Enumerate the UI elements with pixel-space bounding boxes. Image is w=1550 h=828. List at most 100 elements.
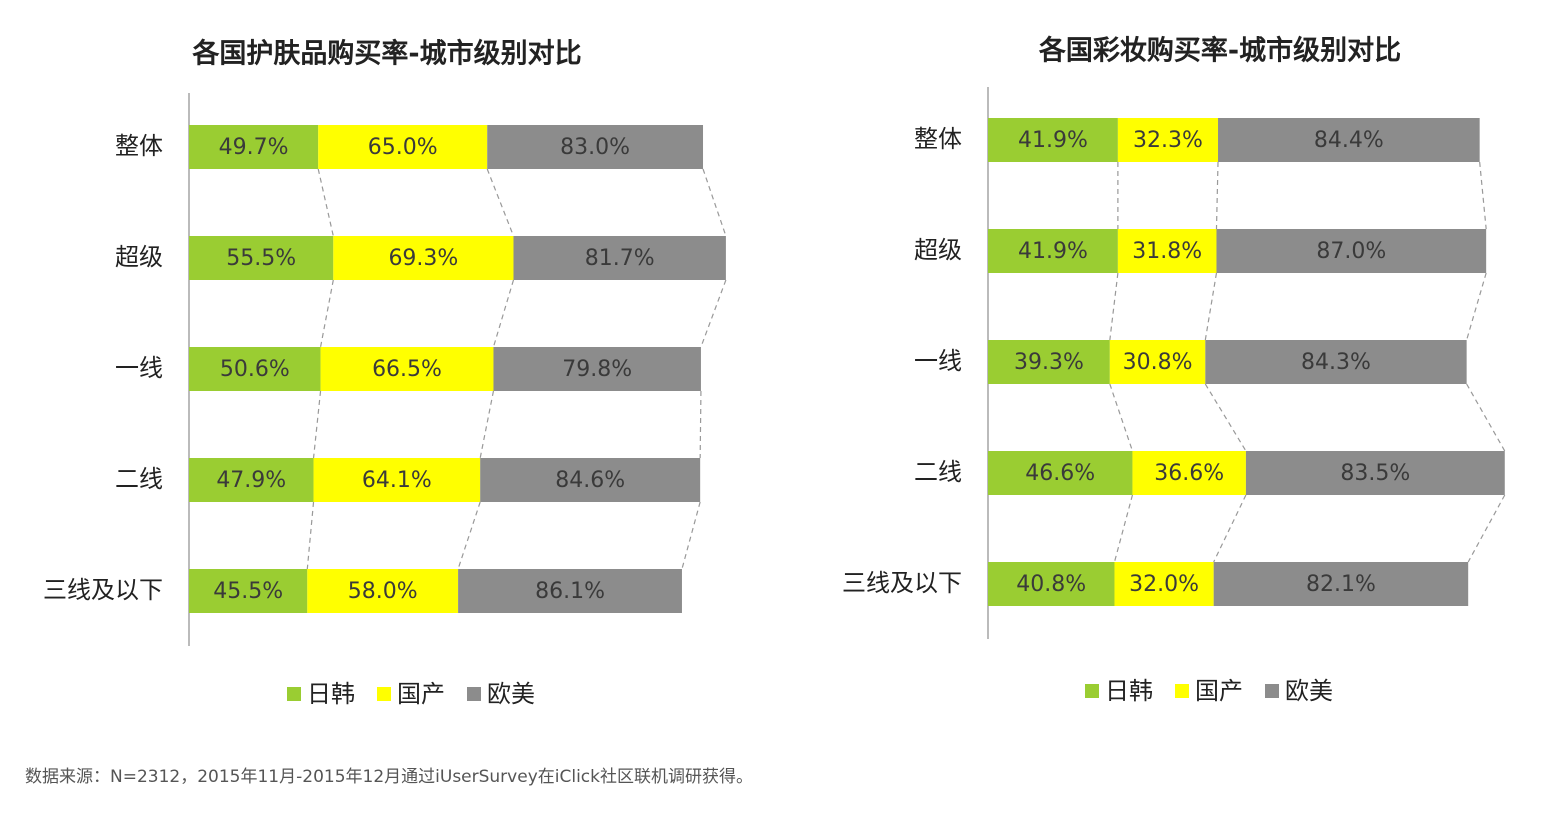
data-label: 79.8% — [562, 357, 632, 382]
connector-line — [1215, 161, 1219, 230]
legend-label: 国产 — [1195, 677, 1243, 705]
connector-line — [1113, 494, 1134, 563]
bar-segment — [1132, 451, 1246, 495]
legend-swatch — [467, 687, 481, 701]
data-label: 84.3% — [1301, 350, 1371, 375]
connector-line — [1204, 383, 1247, 452]
connector-line — [1466, 272, 1487, 341]
data-label: 46.6% — [1025, 461, 1095, 486]
connector-line — [1109, 383, 1134, 452]
category-label: 三线及以下 — [43, 576, 163, 604]
connector-line — [1466, 383, 1506, 452]
connector-line — [306, 501, 315, 570]
data-label: 69.3% — [388, 246, 458, 271]
connector-line — [699, 390, 702, 459]
bar-segment — [988, 118, 1118, 162]
connector-line — [479, 390, 495, 459]
data-label: 87.0% — [1316, 239, 1386, 264]
legend-label: 国产 — [397, 680, 445, 708]
bar-segment — [1117, 229, 1217, 273]
bar-segment — [1114, 562, 1214, 606]
data-label: 66.5% — [372, 357, 442, 382]
connector-line — [317, 168, 334, 237]
bar-segment — [320, 347, 494, 391]
bar-segment — [493, 347, 701, 391]
data-label: 84.6% — [555, 468, 625, 493]
data-label: 47.9% — [216, 468, 286, 493]
data-label: 83.0% — [560, 135, 630, 160]
bar-segment — [458, 569, 682, 613]
connector-line — [700, 279, 727, 348]
data-label: 84.4% — [1314, 128, 1384, 153]
connector-line — [486, 168, 515, 237]
category-label: 一线 — [115, 354, 163, 382]
bar-segment — [318, 125, 488, 169]
bar-segment — [1205, 340, 1467, 384]
data-label: 30.8% — [1123, 350, 1193, 375]
legend-swatch — [1175, 684, 1189, 698]
data-label: 32.3% — [1133, 128, 1203, 153]
category-label: 超级 — [115, 243, 163, 271]
data-label: 83.5% — [1340, 461, 1410, 486]
chart-title: 各国护肤品购买率-城市级别对比 — [191, 38, 581, 70]
connector-line — [1213, 494, 1247, 563]
data-label: 39.3% — [1014, 350, 1084, 375]
data-label: 64.1% — [362, 468, 432, 493]
connector-line — [312, 390, 322, 459]
bar-segment — [189, 347, 321, 391]
chart-title: 各国彩妆购买率-城市级别对比 — [1038, 35, 1401, 67]
bar-segment — [313, 458, 481, 502]
connector-line — [681, 501, 701, 570]
data-label: 31.8% — [1132, 239, 1202, 264]
data-label: 58.0% — [348, 579, 418, 604]
bar-segment — [487, 125, 704, 169]
data-label: 82.1% — [1306, 572, 1376, 597]
connector-line — [1109, 272, 1119, 341]
category-label: 二线 — [914, 458, 962, 486]
data-label: 65.0% — [368, 135, 438, 160]
legend-swatch — [1265, 684, 1279, 698]
legend-swatch — [287, 687, 301, 701]
legend-label: 欧美 — [1285, 677, 1333, 705]
connector-line — [457, 501, 481, 570]
category-label: 三线及以下 — [842, 569, 962, 597]
bar-segment — [988, 340, 1110, 384]
legend: 日韩 国产 欧美 — [287, 680, 535, 708]
legend-label: 欧美 — [487, 680, 535, 708]
bar-segment — [1117, 118, 1219, 162]
bar-segment — [333, 236, 514, 280]
data-label: 86.1% — [535, 579, 605, 604]
bar-segment — [189, 125, 319, 169]
data-label: 36.6% — [1154, 461, 1224, 486]
category-label: 整体 — [914, 125, 962, 153]
bar-segment — [1109, 340, 1206, 384]
data-label: 45.5% — [213, 579, 283, 604]
bar-segment — [1216, 229, 1487, 273]
bar-segment — [988, 229, 1118, 273]
data-label: 40.8% — [1016, 572, 1086, 597]
bar-segment — [1213, 562, 1469, 606]
data-label: 55.5% — [226, 246, 296, 271]
source-footnote: 数据来源：N=2312，2015年11月-2015年12月通过iUserSurv… — [25, 767, 753, 787]
data-label: 50.6% — [220, 357, 290, 382]
bar-segment — [513, 236, 726, 280]
connector-line — [1204, 272, 1218, 341]
legend-swatch — [1085, 684, 1099, 698]
bar-segment — [189, 569, 308, 613]
connector-line — [492, 279, 515, 348]
connector-line — [319, 279, 334, 348]
bar-segment — [988, 451, 1133, 495]
bar-segment — [307, 569, 459, 613]
data-label: 41.9% — [1018, 239, 1088, 264]
legend: 日韩 国产 欧美 — [1085, 677, 1333, 705]
category-label: 一线 — [914, 347, 962, 375]
connector-line — [1479, 161, 1487, 230]
data-label: 41.9% — [1018, 128, 1088, 153]
category-label: 整体 — [115, 132, 163, 160]
category-label: 二线 — [115, 465, 163, 493]
legend-label: 日韩 — [307, 680, 355, 708]
legend-label: 日韩 — [1105, 677, 1153, 705]
